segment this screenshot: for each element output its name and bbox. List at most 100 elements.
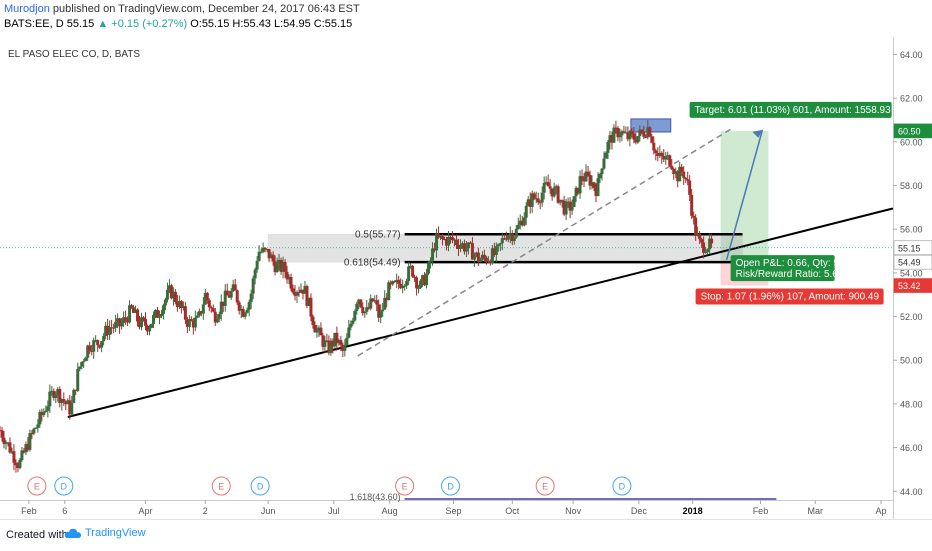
candle-body — [38, 412, 42, 425]
candle-body — [361, 307, 365, 314]
candle-body — [271, 254, 275, 262]
candle-body — [640, 129, 644, 133]
candle-body — [70, 402, 74, 415]
candle-body — [90, 350, 94, 352]
candle-body — [596, 178, 600, 196]
target-label-text: Target: 6.01 (11.03%) 601, Amount: 1558.… — [695, 105, 891, 116]
candle-body — [566, 201, 570, 203]
candle-body — [173, 291, 177, 302]
candle-body — [122, 317, 126, 324]
candle-body — [532, 193, 536, 199]
candle-body — [574, 187, 578, 197]
candle-body — [608, 135, 612, 143]
candle-body — [62, 399, 66, 402]
earnings-marker-label: E — [218, 482, 224, 492]
candle-body — [157, 316, 161, 318]
candle-body — [189, 319, 193, 321]
candle-body — [439, 236, 443, 238]
candle-body — [508, 233, 512, 236]
candle-body — [648, 127, 652, 137]
candle-body — [305, 285, 309, 306]
price-chart[interactable]: EL PASO ELEC CO, D, BATS 44.00 46.00 48.00 5… — [0, 37, 932, 519]
tradingview-cloud-icon — [64, 528, 81, 538]
candle-body — [684, 177, 688, 180]
candle-body — [492, 248, 496, 255]
candle-body — [594, 187, 598, 196]
earnings-marker — [395, 476, 415, 496]
candle-body — [263, 247, 267, 250]
candle-body — [221, 301, 225, 306]
candle-body — [357, 299, 361, 304]
ohlc-legend: BATS:EE, D 55.15 ▲ +0.15 (+0.27%) O:55.1… — [4, 18, 352, 30]
x-tick-label: 2 — [203, 506, 208, 516]
candle-body — [441, 236, 445, 239]
candle-body — [155, 309, 159, 318]
candle-body — [235, 290, 239, 303]
candle-body — [660, 152, 664, 157]
candle-body — [696, 233, 700, 236]
candle-body — [626, 132, 630, 140]
footer: Created with TradingView — [0, 519, 932, 551]
y-tick-label: 48.00 — [900, 399, 923, 409]
price-change: ▲ +0.15 (+0.27%) — [97, 18, 188, 30]
candle-body — [209, 307, 213, 309]
candle-body — [445, 239, 448, 246]
earnings-marker-label: E — [402, 482, 408, 492]
candle-body — [66, 400, 70, 405]
y-tick-label: 44.00 — [900, 487, 923, 497]
candle-body — [353, 310, 357, 321]
candle-body — [313, 325, 317, 333]
candle-body — [331, 340, 335, 347]
candle-body — [92, 340, 96, 352]
price-tag — [893, 123, 932, 139]
candle-body — [147, 327, 151, 332]
candle-body — [323, 340, 327, 347]
candle-body — [518, 220, 522, 225]
pnl-label-text: Risk/Reward Ratio: 5.62 — [736, 269, 844, 280]
candle-body — [100, 341, 104, 348]
candle-body — [391, 281, 395, 285]
candle-body — [456, 244, 460, 249]
candle-body — [634, 139, 638, 143]
candle-body — [516, 224, 520, 229]
candle-body — [417, 287, 421, 289]
candle-body — [674, 171, 678, 175]
x-tick-label: 6 — [62, 506, 67, 516]
candle-body — [704, 251, 708, 253]
candle-body — [124, 317, 128, 320]
publish-info: Murodjon published on TradingView.com, D… — [4, 3, 360, 15]
candle-body — [333, 332, 337, 347]
candle-body — [285, 271, 289, 280]
dividend-marker — [250, 476, 270, 496]
candle-body — [88, 345, 92, 351]
candle-body — [454, 239, 458, 245]
candle-body — [257, 251, 261, 261]
candle-body — [60, 399, 64, 403]
candle-body — [702, 242, 706, 253]
tradingview-logo[interactable]: TradingView — [64, 527, 146, 539]
candle-body — [576, 187, 580, 194]
candle-body — [676, 171, 680, 182]
candle-body — [179, 300, 183, 309]
y-tick-label: 54.00 — [900, 268, 923, 278]
candle-body — [40, 412, 44, 416]
candle-body — [670, 165, 674, 170]
candle-body — [277, 260, 281, 264]
candle-body — [399, 283, 403, 289]
candle-body — [500, 238, 504, 244]
created-with-text: Created with — [6, 529, 68, 541]
candle-body — [171, 291, 175, 299]
dividend-marker — [440, 476, 460, 496]
candle-body — [227, 295, 231, 298]
x-tick-label: Ap — [876, 506, 887, 516]
candle-body — [0, 430, 4, 438]
author-link[interactable]: Murodjon — [4, 3, 50, 15]
candle-body — [433, 248, 437, 251]
candle-body — [506, 235, 510, 240]
projection-arrow — [725, 129, 764, 260]
candle-body — [415, 277, 419, 289]
candle-body — [96, 340, 100, 346]
candle-body — [389, 282, 393, 285]
candle-body — [548, 186, 552, 189]
candle-body — [606, 142, 610, 153]
